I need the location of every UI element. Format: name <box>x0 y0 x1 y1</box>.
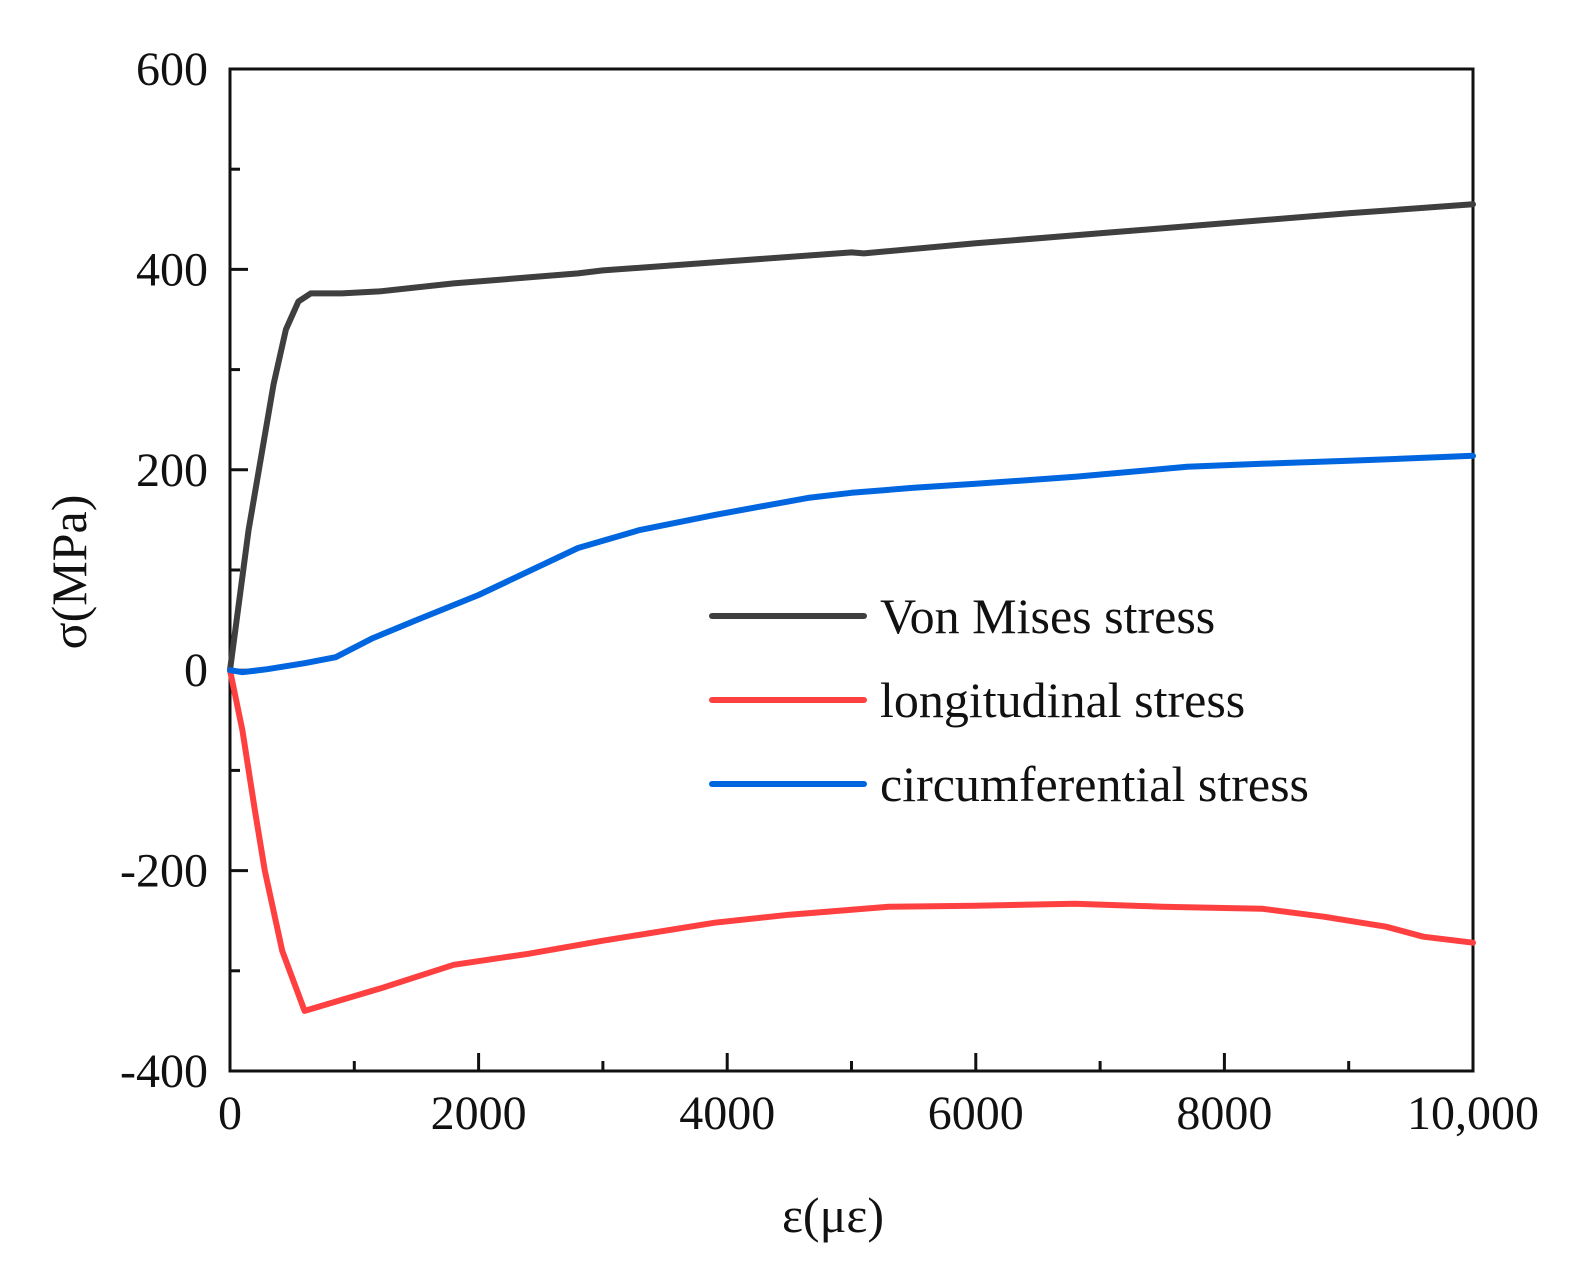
legend-label: circumferential stress <box>880 756 1309 812</box>
y-tick-label: 200 <box>136 444 208 497</box>
legend: Von Mises stress longitudinal stress circu… <box>709 588 1309 812</box>
y-tick-label: 600 <box>136 43 208 96</box>
x-axis-title: ε(με) <box>782 1187 884 1243</box>
x-tick-label: 10,000 <box>1407 1087 1539 1140</box>
y-tick-label: 400 <box>136 243 208 296</box>
y-axis-title: σ(MPa) <box>41 495 97 650</box>
x-tick-label: 8000 <box>1176 1087 1272 1140</box>
y-tick-label: -400 <box>120 1045 208 1098</box>
legend-label: longitudinal stress <box>880 672 1245 728</box>
y-axis-ticks: -400 -200 0 200 400 600 <box>120 43 248 1098</box>
x-axis-ticks: 0 2000 4000 6000 8000 10,000 <box>218 1053 1539 1140</box>
x-tick-label: 6000 <box>928 1087 1024 1140</box>
series-line-von-mises-stress <box>227 201 1476 674</box>
y-tick-label: -200 <box>120 845 208 898</box>
series-line-circumferential-stress <box>227 452 1476 676</box>
x-tick-label: 0 <box>218 1087 242 1140</box>
x-tick-label: 4000 <box>679 1087 775 1140</box>
y-tick-label: 0 <box>184 644 208 697</box>
legend-label: Von Mises stress <box>880 588 1215 644</box>
series-lines <box>227 201 1476 1014</box>
series-line-longitudinal-stress <box>227 667 1476 1014</box>
x-tick-label: 2000 <box>431 1087 527 1140</box>
